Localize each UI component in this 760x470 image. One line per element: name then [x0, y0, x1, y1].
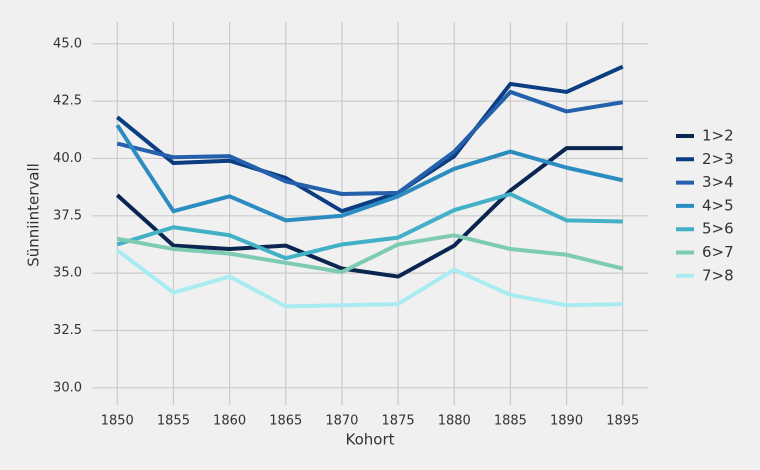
y-tick-label: 32.5 [53, 323, 82, 338]
y-tick-label: 35.0 [53, 266, 82, 281]
x-tick-label: 1865 [269, 414, 302, 429]
line [116, 233, 624, 274]
x-tick-label: 1890 [550, 414, 583, 429]
legend-label: 3>4 [702, 173, 734, 191]
legend-label: 1>2 [702, 127, 734, 145]
line [116, 192, 623, 261]
x-tick-label: 1860 [213, 414, 246, 429]
x-tick-label: 1885 [494, 414, 527, 429]
line [115, 146, 623, 279]
x-tick-label: 1880 [438, 414, 471, 429]
x-axis-label: Kohort [346, 431, 395, 449]
line [115, 124, 624, 223]
x-tick-label: 1850 [101, 414, 134, 429]
x-tick-label: 1875 [382, 414, 415, 429]
y-tick-label: 45.0 [53, 36, 82, 51]
x-tick-label: 1870 [325, 414, 358, 429]
line [116, 64, 624, 214]
y-tick-label: 37.5 [53, 208, 82, 223]
y-tick-label: 42.5 [53, 94, 82, 109]
legend-label: 4>5 [702, 196, 734, 214]
line [116, 89, 624, 197]
line [116, 248, 623, 309]
x-tick-label: 1855 [157, 414, 190, 429]
y-tick-label: 30.0 [53, 380, 82, 395]
legend-label: 2>3 [702, 150, 734, 168]
legend-label: 6>7 [702, 243, 734, 261]
legend-label: 7>8 [702, 266, 734, 284]
legend-label: 5>6 [702, 220, 734, 238]
x-tick-label: 1895 [606, 414, 639, 429]
y-axis-label: Sünniintervall [25, 163, 43, 267]
y-tick-label: 40.0 [53, 151, 82, 166]
